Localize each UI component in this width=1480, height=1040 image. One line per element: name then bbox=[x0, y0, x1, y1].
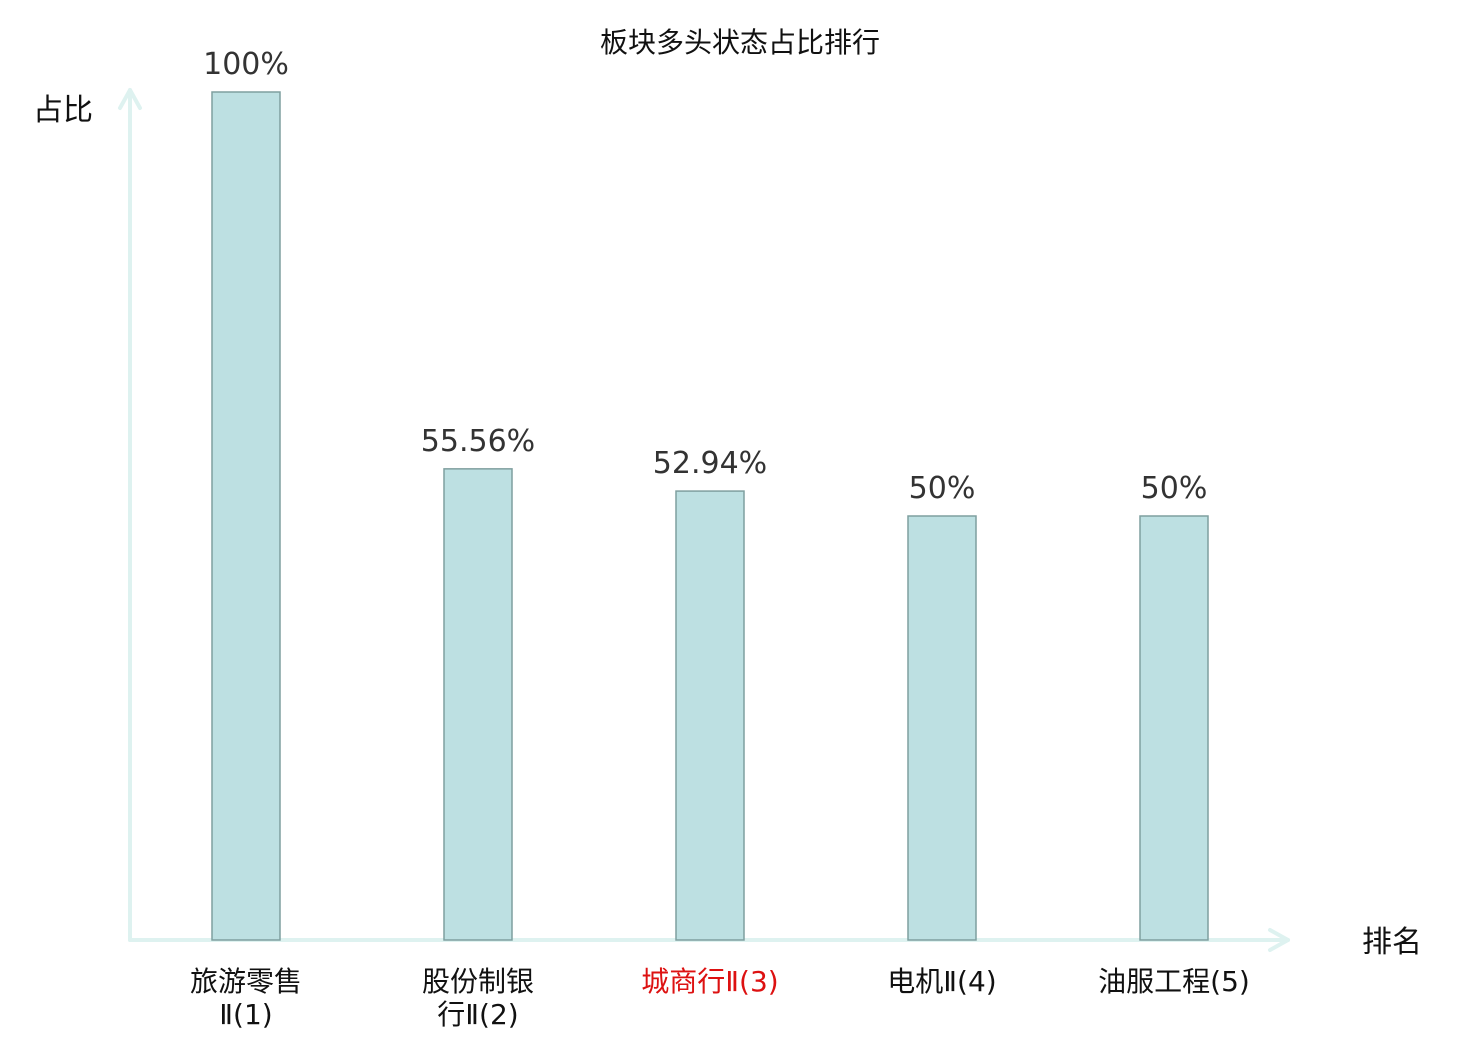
y-axis-label: 占比 bbox=[33, 93, 93, 128]
data-label: 100% bbox=[203, 47, 289, 82]
bar bbox=[211, 91, 281, 941]
data-label: 52.94% bbox=[653, 446, 767, 481]
bar bbox=[675, 490, 745, 941]
x-tick-label: 电机Ⅱ(4) bbox=[887, 965, 997, 998]
bars bbox=[211, 91, 1209, 941]
y-axis-arrow bbox=[118, 88, 142, 110]
x-tick-label: 油服工程(5) bbox=[1098, 965, 1250, 998]
data-label: 50% bbox=[1141, 471, 1208, 506]
bar bbox=[1139, 515, 1209, 941]
x-tick-label: 股份制银 行Ⅱ(2) bbox=[421, 965, 534, 1031]
x-tick-label: 城商行Ⅱ(3) bbox=[641, 965, 779, 998]
x-axis-label: 排名 bbox=[1362, 925, 1422, 960]
data-label: 50% bbox=[909, 471, 976, 506]
x-axis-arrow bbox=[1268, 928, 1290, 952]
value-labels: 100% 55.56% 52.94% 50% 50% bbox=[203, 47, 1207, 506]
data-label: 55.56% bbox=[421, 424, 535, 459]
x-tick-label: 旅游零售 Ⅱ(1) bbox=[189, 965, 302, 1031]
bar bbox=[443, 468, 513, 941]
bar bbox=[907, 515, 977, 941]
chart-title: 板块多头状态占比排行 bbox=[600, 26, 880, 59]
